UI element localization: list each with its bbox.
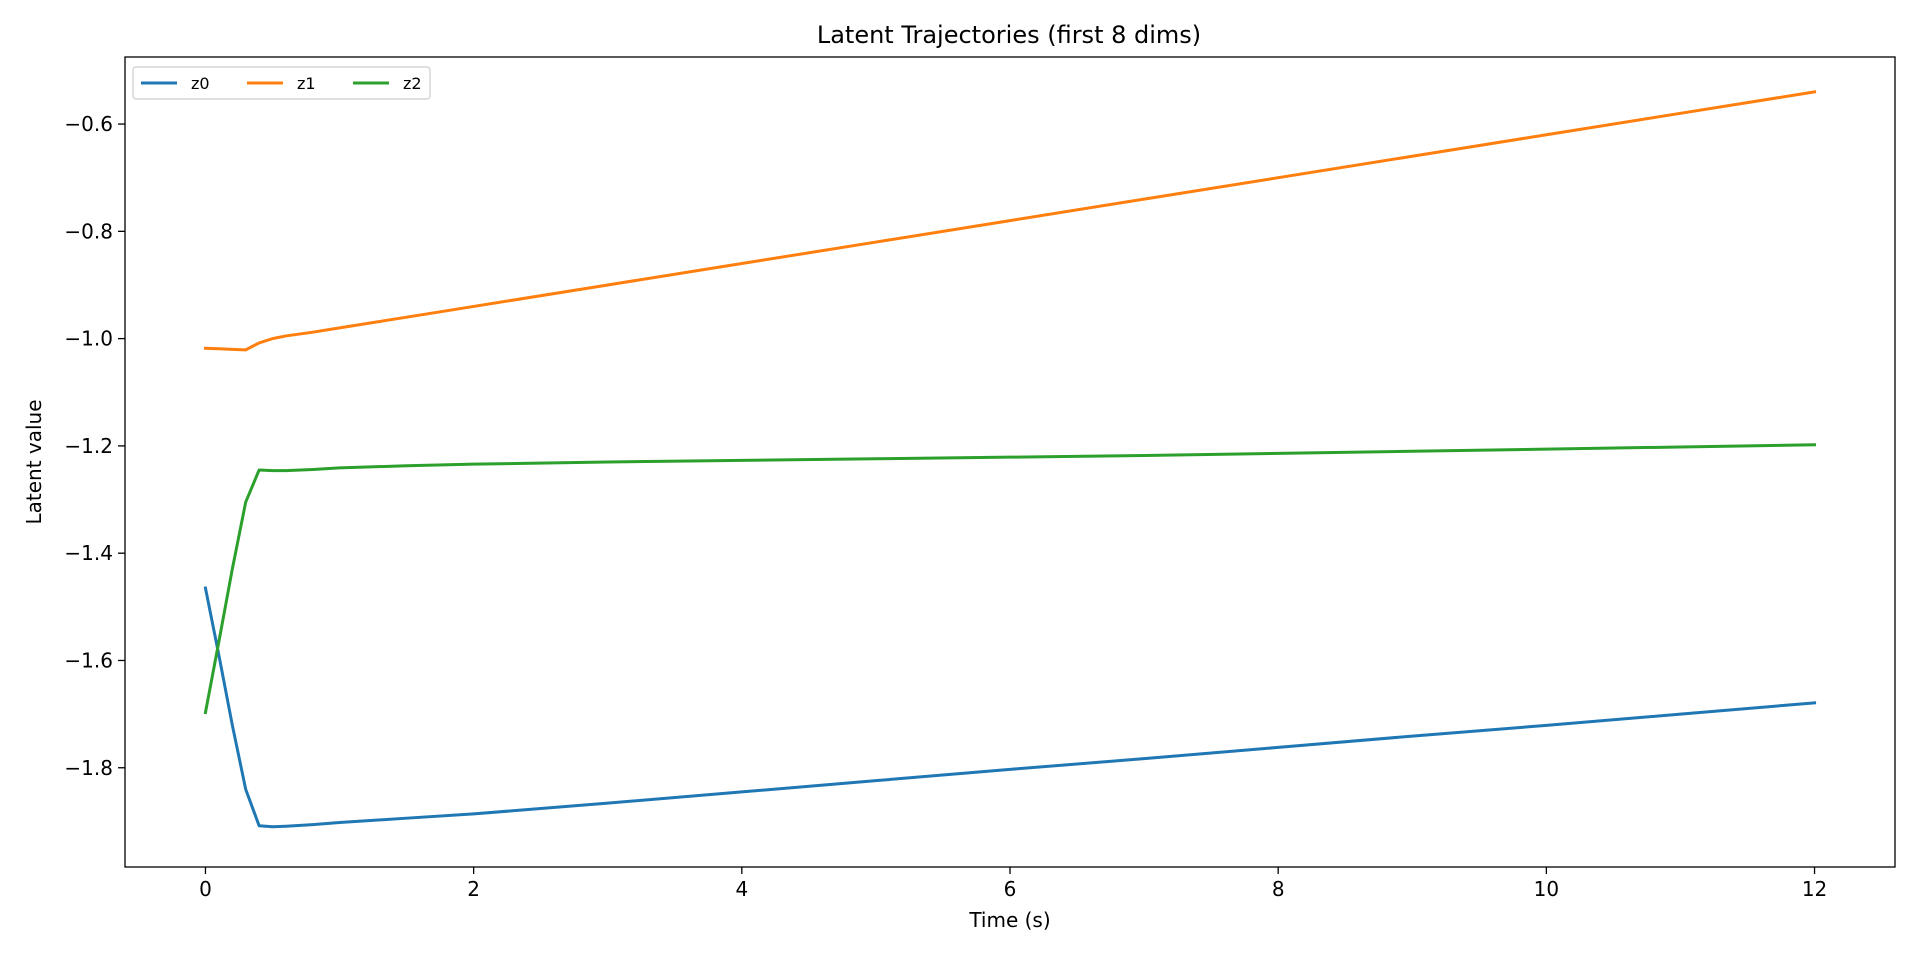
x-tick-label: 12: [1802, 877, 1827, 901]
plot-area: [125, 57, 1895, 867]
legend: z0 z1 z2: [132, 66, 431, 100]
x-tick-label: 8: [1272, 877, 1285, 901]
series-line-z1: [203, 90, 1817, 352]
y-tick-label: −1.6: [64, 648, 113, 672]
series-layer: [203, 90, 1817, 829]
x-axis-ticks: 0 2 4 6 8 10 12: [199, 867, 1827, 901]
series-line-z2: [203, 443, 1817, 715]
x-axis-label: Time (s): [968, 908, 1050, 932]
y-axis-ticks: −0.6 −0.8 −1.0 −1.2 −1.4 −1.6 −1.8: [64, 112, 125, 780]
y-axis-label: Latent value: [22, 399, 46, 524]
legend-label-z0: z0: [191, 74, 210, 93]
x-tick-label: 2: [467, 877, 480, 901]
legend-label-z2: z2: [403, 74, 422, 93]
x-tick-label: 4: [735, 877, 748, 901]
y-tick-label: −1.2: [64, 434, 113, 458]
x-tick-label: 10: [1534, 877, 1559, 901]
chart-title: Latent Trajectories (first 8 dims): [817, 21, 1201, 49]
y-tick-label: −1.0: [64, 327, 113, 351]
legend-label-z1: z1: [297, 74, 316, 93]
x-tick-label: 0: [199, 877, 212, 901]
y-tick-label: −0.6: [64, 112, 113, 136]
y-tick-label: −1.4: [64, 541, 113, 565]
y-tick-label: −0.8: [64, 219, 113, 243]
y-tick-label: −1.8: [64, 756, 113, 780]
x-tick-label: 6: [1004, 877, 1017, 901]
plot-background: [125, 57, 1895, 867]
series-line-z0: [203, 586, 1817, 829]
